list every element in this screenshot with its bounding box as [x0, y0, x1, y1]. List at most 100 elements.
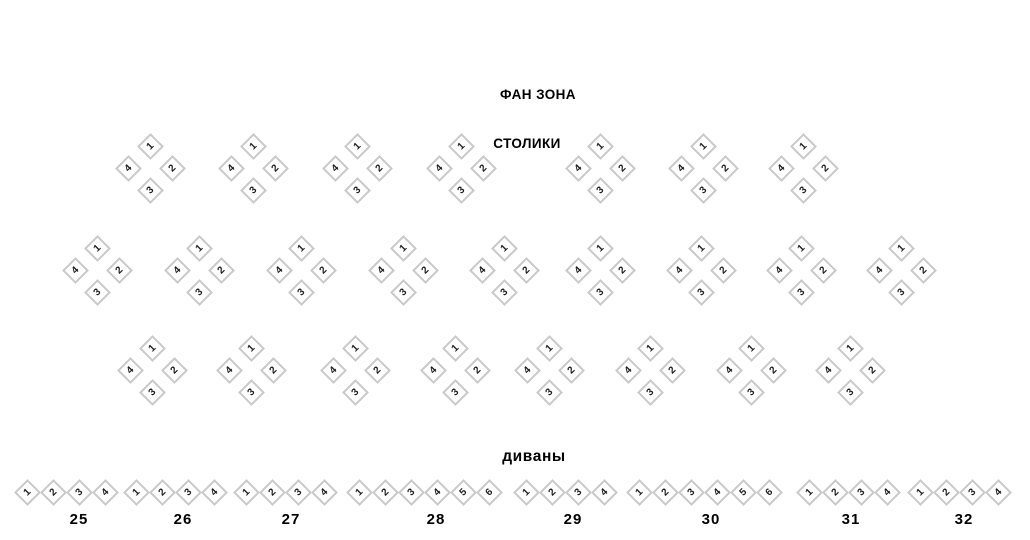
sofa-seat[interactable]: 4: [704, 478, 731, 506]
table-seat[interactable]: 3: [586, 278, 614, 306]
table-seat[interactable]: 3: [887, 278, 915, 306]
table-seat[interactable]: 4: [814, 356, 842, 384]
table-seat[interactable]: 1: [836, 334, 864, 362]
sofa-seat[interactable]: 1: [123, 478, 150, 506]
table-seat[interactable]: 3: [136, 176, 164, 204]
table-seat[interactable]: 3: [237, 378, 265, 406]
sofa-seat[interactable]: 3: [678, 478, 705, 506]
table-seat[interactable]: 2: [363, 356, 391, 384]
table-seat[interactable]: 3: [490, 278, 518, 306]
table-seat[interactable]: 4: [163, 256, 191, 284]
sofa-seat[interactable]: 3: [959, 478, 986, 506]
sofa-seat[interactable]: 6: [476, 478, 503, 506]
table-seat[interactable]: 2: [709, 256, 737, 284]
table-seat[interactable]: 1: [789, 132, 817, 160]
table-seat[interactable]: 1: [343, 132, 371, 160]
sofa-seat[interactable]: 4: [985, 478, 1012, 506]
table-seat[interactable]: 2: [411, 256, 439, 284]
table-seat[interactable]: 1: [341, 334, 369, 362]
sofa-seat[interactable]: 1: [233, 478, 260, 506]
sofa-seat[interactable]: 1: [796, 478, 823, 506]
table-seat[interactable]: 4: [319, 356, 347, 384]
table-seat[interactable]: 2: [261, 154, 289, 182]
sofa-seat[interactable]: 3: [398, 478, 425, 506]
table-seat[interactable]: 2: [512, 256, 540, 284]
table-seat[interactable]: 3: [83, 278, 111, 306]
table-seat[interactable]: 4: [114, 154, 142, 182]
table-seat[interactable]: 2: [160, 356, 188, 384]
table-seat[interactable]: 4: [265, 256, 293, 284]
table-seat[interactable]: 3: [787, 278, 815, 306]
table-seat[interactable]: 4: [765, 256, 793, 284]
sofa-seat[interactable]: 5: [450, 478, 477, 506]
table-seat[interactable]: 1: [138, 334, 166, 362]
sofa-seat[interactable]: 1: [907, 478, 934, 506]
table-seat[interactable]: 4: [217, 154, 245, 182]
table-seat[interactable]: 2: [809, 256, 837, 284]
table-seat[interactable]: 1: [239, 132, 267, 160]
table-seat[interactable]: 1: [636, 334, 664, 362]
table-seat[interactable]: 3: [789, 176, 817, 204]
table-seat[interactable]: 1: [490, 234, 518, 262]
sofa-seat[interactable]: 4: [311, 478, 338, 506]
table-seat[interactable]: 3: [185, 278, 213, 306]
table-seat[interactable]: 2: [158, 154, 186, 182]
table-seat[interactable]: 4: [715, 356, 743, 384]
table-seat[interactable]: 2: [658, 356, 686, 384]
table-seat[interactable]: 1: [185, 234, 213, 262]
table-seat[interactable]: 4: [564, 256, 592, 284]
table-seat[interactable]: 1: [535, 334, 563, 362]
sofa-seat[interactable]: 4: [591, 478, 618, 506]
table-seat[interactable]: 2: [759, 356, 787, 384]
sofa-seat[interactable]: 1: [626, 478, 653, 506]
table-seat[interactable]: 1: [136, 132, 164, 160]
table-seat[interactable]: 3: [737, 378, 765, 406]
sofa-seat[interactable]: 2: [259, 478, 286, 506]
table-seat[interactable]: 2: [811, 154, 839, 182]
sofa-seat[interactable]: 4: [201, 478, 228, 506]
table-seat[interactable]: 1: [787, 234, 815, 262]
table-seat[interactable]: 4: [468, 256, 496, 284]
sofa-seat[interactable]: 3: [285, 478, 312, 506]
table-seat[interactable]: 3: [586, 176, 614, 204]
table-seat[interactable]: 2: [469, 154, 497, 182]
table-seat[interactable]: 2: [207, 256, 235, 284]
table-seat[interactable]: 1: [887, 234, 915, 262]
table-seat[interactable]: 4: [116, 356, 144, 384]
table-seat[interactable]: 3: [343, 176, 371, 204]
table-seat[interactable]: 3: [836, 378, 864, 406]
table-seat[interactable]: 2: [608, 154, 636, 182]
sofa-seat[interactable]: 6: [756, 478, 783, 506]
table-seat[interactable]: 4: [61, 256, 89, 284]
table-seat[interactable]: 4: [614, 356, 642, 384]
sofa-seat[interactable]: 3: [848, 478, 875, 506]
table-seat[interactable]: 2: [309, 256, 337, 284]
table-seat[interactable]: 3: [447, 176, 475, 204]
table-seat[interactable]: 1: [237, 334, 265, 362]
sofa-seat[interactable]: 4: [874, 478, 901, 506]
table-seat[interactable]: 4: [667, 154, 695, 182]
table-seat[interactable]: 2: [463, 356, 491, 384]
sofa-seat[interactable]: 1: [14, 478, 41, 506]
table-seat[interactable]: 4: [425, 154, 453, 182]
sofa-seat[interactable]: 2: [933, 478, 960, 506]
table-seat[interactable]: 3: [636, 378, 664, 406]
table-seat[interactable]: 3: [239, 176, 267, 204]
table-seat[interactable]: 2: [858, 356, 886, 384]
sofa-seat[interactable]: 2: [40, 478, 67, 506]
table-seat[interactable]: 1: [586, 234, 614, 262]
table-seat[interactable]: 4: [865, 256, 893, 284]
sofa-seat[interactable]: 5: [730, 478, 757, 506]
table-seat[interactable]: 4: [215, 356, 243, 384]
table-seat[interactable]: 2: [608, 256, 636, 284]
sofa-seat[interactable]: 2: [149, 478, 176, 506]
table-seat[interactable]: 3: [287, 278, 315, 306]
sofa-seat[interactable]: 4: [92, 478, 119, 506]
sofa-seat[interactable]: 3: [66, 478, 93, 506]
table-seat[interactable]: 3: [341, 378, 369, 406]
sofa-seat[interactable]: 2: [539, 478, 566, 506]
table-seat[interactable]: 3: [689, 176, 717, 204]
table-seat[interactable]: 1: [287, 234, 315, 262]
sofa-seat[interactable]: 2: [822, 478, 849, 506]
table-seat[interactable]: 3: [138, 378, 166, 406]
